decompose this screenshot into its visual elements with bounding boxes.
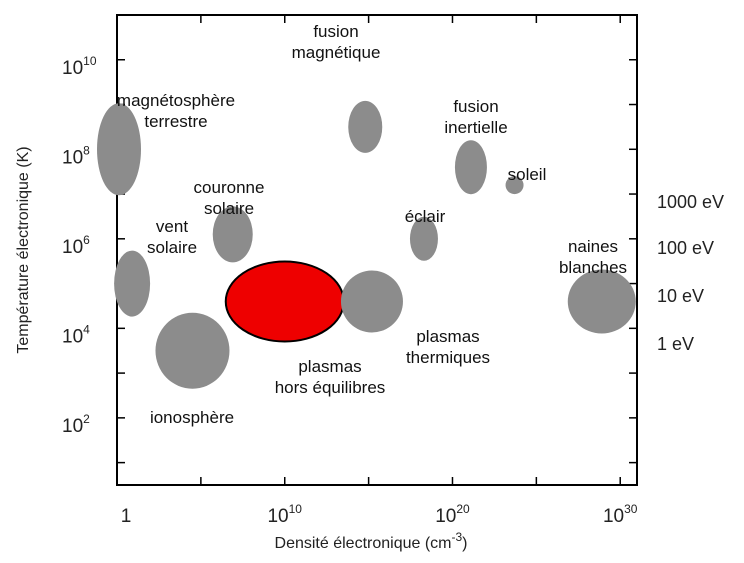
- region-label: fusion magnétique: [292, 22, 381, 62]
- plot-frame: [116, 14, 638, 486]
- tick-marks: [117, 15, 637, 485]
- y-tick-exp: 8: [83, 143, 90, 157]
- region-label-line: solaire: [147, 238, 197, 257]
- y-axis-title: Température électronique (K): [15, 146, 32, 353]
- x-tick-label: 1: [121, 506, 132, 527]
- ev-label: 100 eV: [657, 238, 714, 258]
- region-label: plasmas hors équilibres: [275, 357, 386, 397]
- region-label-line: fusion: [453, 97, 498, 116]
- region-label-line: solaire: [204, 199, 254, 218]
- region-label-line: naines: [568, 237, 618, 256]
- y-tick-label: 108: [62, 143, 90, 168]
- region-label-line: inertielle: [444, 118, 507, 137]
- region-label-line: plasmas: [416, 327, 479, 346]
- x-axis-title: Densité électronique (cm-3): [275, 530, 468, 552]
- region-label-line: ionosphère: [150, 408, 234, 427]
- region-label: fusion inertielle: [444, 97, 507, 137]
- x-tick-exp: 20: [456, 502, 470, 516]
- y-tick-label: 1010: [62, 54, 97, 79]
- region-3: [155, 312, 230, 389]
- x-tick-base: 10: [435, 506, 456, 527]
- ev-label: 10 eV: [657, 286, 704, 306]
- region-label-line: plasmas: [298, 357, 361, 376]
- y-tick-base: 10: [62, 147, 83, 168]
- x-axis-title-text: Densité électronique (cm: [275, 535, 452, 552]
- x-tick-base: 10: [603, 506, 624, 527]
- region-1: [114, 250, 151, 317]
- x-tick-exp: 10: [289, 502, 303, 516]
- region-2: [212, 206, 253, 263]
- y-tick-base: 10: [62, 237, 83, 258]
- x-tick-base: 10: [267, 506, 288, 527]
- x-tick-exp: 30: [624, 502, 638, 516]
- region-label: vent solaire: [147, 217, 197, 257]
- region-label-line: fusion: [313, 22, 358, 41]
- region-label: plasmas thermiques: [406, 327, 490, 367]
- y-tick-exp: 6: [83, 233, 90, 247]
- plasma-regions: [97, 100, 636, 389]
- y-tick-label: 104: [62, 322, 90, 347]
- region-label-line: terrestre: [144, 112, 207, 131]
- region-label: naines blanches: [559, 237, 627, 277]
- x-tick-labels: 1 1010 1020 1030: [121, 502, 638, 527]
- region-4: [224, 260, 345, 343]
- region-5: [348, 100, 383, 153]
- y-tick-exp: 10: [83, 54, 97, 68]
- region-label: magnétosphère terrestre: [117, 91, 235, 131]
- x-axis-title-suffix: ): [462, 535, 467, 552]
- region-label-line: magnétosphère: [117, 91, 235, 110]
- region-label-line: couronne: [194, 178, 265, 197]
- region-label-line: magnétique: [292, 43, 381, 62]
- region-label-line: soleil: [508, 165, 547, 184]
- y-tick-label: 106: [62, 233, 90, 258]
- x-tick-base: 1: [121, 506, 132, 527]
- region-label-line: vent: [156, 217, 188, 236]
- y-tick-base: 10: [62, 416, 83, 437]
- x-axis-title-sup: -3: [451, 530, 462, 544]
- x-tick-label: 1020: [435, 502, 470, 527]
- x-tick-label: 1010: [267, 502, 302, 527]
- ev-label: 1 eV: [657, 334, 694, 354]
- y-tick-exp: 2: [83, 412, 90, 426]
- region-0: [97, 103, 141, 196]
- region-label-line: éclair: [405, 207, 446, 226]
- x-tick-label: 1030: [603, 502, 638, 527]
- region-label: couronne solaire: [194, 178, 265, 218]
- region-label: éclair: [405, 207, 446, 226]
- y-tick-base: 10: [62, 326, 83, 347]
- region-label-line: hors équilibres: [275, 378, 386, 397]
- y-tick-base: 10: [62, 58, 83, 79]
- y-tick-exp: 4: [83, 322, 90, 336]
- region-label: soleil: [508, 165, 547, 184]
- region-7: [409, 216, 438, 261]
- region-label-line: blanches: [559, 258, 627, 277]
- region-label-line: thermiques: [406, 348, 490, 367]
- ev-label: 1000 eV: [657, 192, 724, 212]
- region-10: [567, 269, 636, 334]
- region-6: [340, 270, 403, 333]
- region-9: [505, 176, 524, 195]
- y-tick-label: 102: [62, 412, 90, 437]
- region-8: [454, 140, 487, 195]
- region-label: ionosphère: [150, 408, 234, 427]
- ev-labels: 1000 eV 100 eV 10 eV 1 eV: [657, 192, 724, 354]
